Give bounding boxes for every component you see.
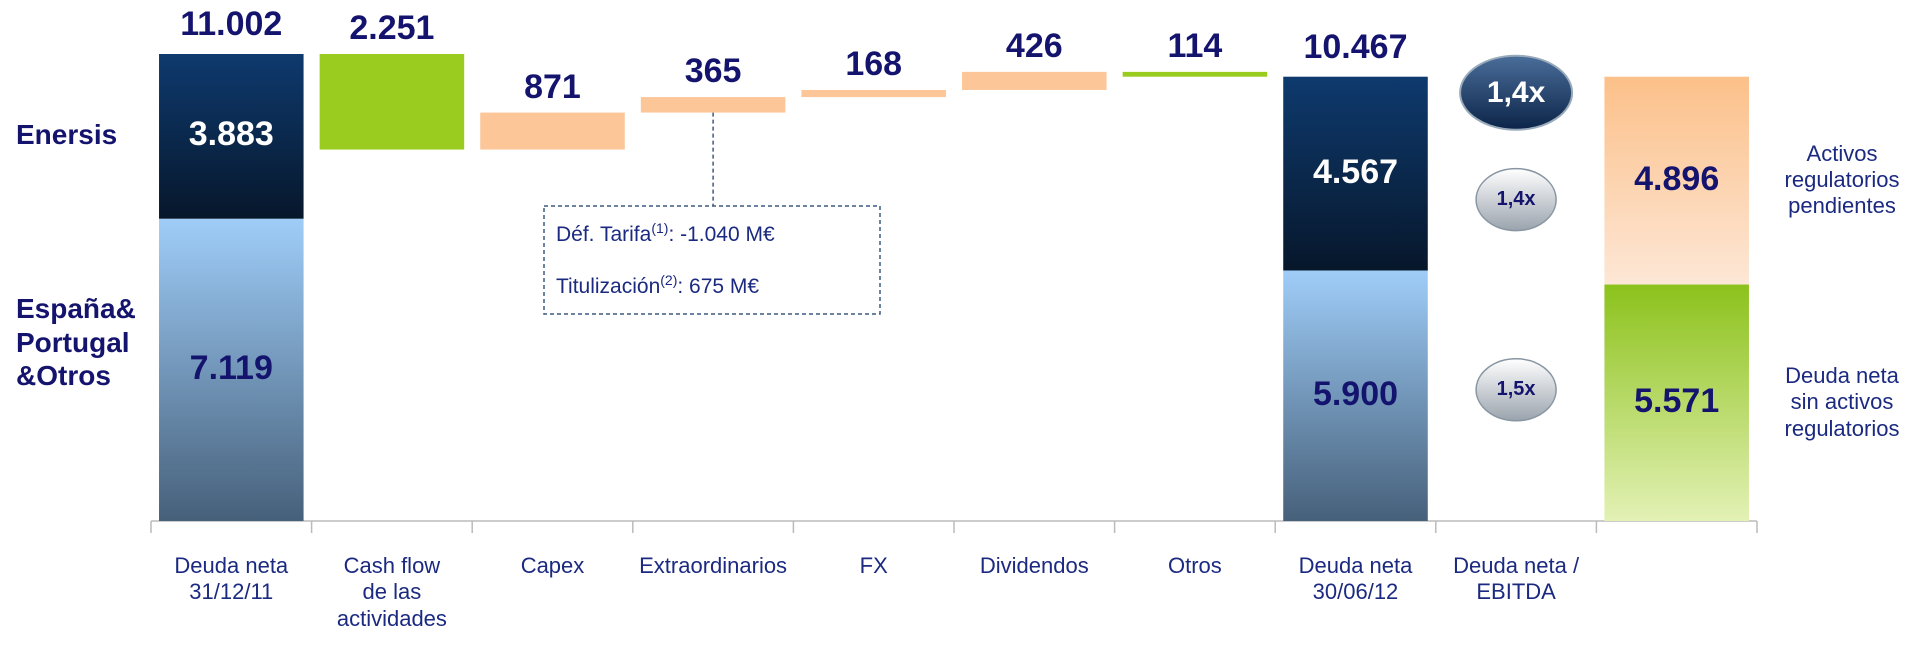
bar-label: 2.251 [349, 9, 435, 47]
bar-label: 114 [1167, 26, 1223, 65]
total-label: 10.467 [1303, 27, 1408, 66]
bar [1122, 71, 1268, 77]
segment-label: Activos regulatorios pendientes [1784, 140, 1900, 219]
bar-segment [1283, 270, 1428, 521]
ratio-bubble [1475, 167, 1557, 232]
bar-label: 7.119 [189, 348, 273, 387]
bar-label: 365 [684, 52, 742, 91]
footnote-mark: (1) [651, 220, 669, 236]
bar [801, 89, 946, 98]
x-tick-label: Deuda neta / EBITDA [1453, 553, 1580, 605]
bar-label: 4.896 [1634, 159, 1720, 198]
ratio-label: 1,4x [1496, 187, 1536, 210]
bar-segment [159, 218, 304, 521]
bar-label: 5.900 [1312, 374, 1399, 413]
annotation-label: Déf. Tarifa [556, 223, 652, 246]
segment-label: Deuda neta sin activos regulatorios [1784, 362, 1900, 441]
annotation-text: : -1.040 M€ [668, 223, 775, 246]
bar-segment [1283, 76, 1428, 271]
bar [962, 71, 1107, 90]
bar-label: 3.883 [188, 115, 274, 154]
ratio-bubble [1475, 358, 1557, 422]
annotation-label: Titulización [556, 275, 661, 298]
ratio-label: 1,4x [1486, 75, 1546, 109]
bar [640, 97, 786, 113]
total-label: 11.002 [180, 5, 283, 43]
bar-label: 426 [1005, 26, 1063, 65]
footnote-mark: (2) [660, 272, 678, 288]
x-tick-label: Extraordinarios [639, 553, 788, 578]
x-tick-label: Deuda neta 30/06/12 [1298, 553, 1413, 605]
annotation-text: : 675 M€ [677, 275, 760, 298]
bar-label: 871 [524, 67, 581, 106]
bar-label: 168 [845, 44, 903, 83]
segment-label: Enersis [16, 119, 118, 151]
segment-label: España& Portugal &Otros [16, 292, 136, 392]
x-tick-label: Otros [1167, 553, 1222, 578]
bar [480, 112, 625, 150]
ratio-label: 1,5x [1496, 377, 1536, 400]
bar-segment [1604, 284, 1749, 521]
annotation-box [543, 205, 881, 315]
bar-segment [159, 54, 304, 219]
x-tick-label: Deuda neta 31/12/11 [174, 553, 289, 605]
x-tick-label: FX [859, 553, 888, 578]
bar-segment [1604, 76, 1749, 285]
bar-label: 4.567 [1312, 152, 1399, 191]
bar [319, 54, 465, 150]
annotation-line: Déf. Tarifa(1): -1.040 M€ [556, 220, 775, 247]
annotation-line: Titulización(2): 675 M€ [556, 272, 759, 299]
x-tick-label: Cash flow de las actividades [336, 553, 447, 631]
x-tick-label: Dividendos [979, 553, 1089, 578]
bar-label: 5.571 [1634, 381, 1720, 420]
ratio-bubble [1459, 54, 1574, 131]
x-tick-label: Capex [520, 553, 585, 578]
